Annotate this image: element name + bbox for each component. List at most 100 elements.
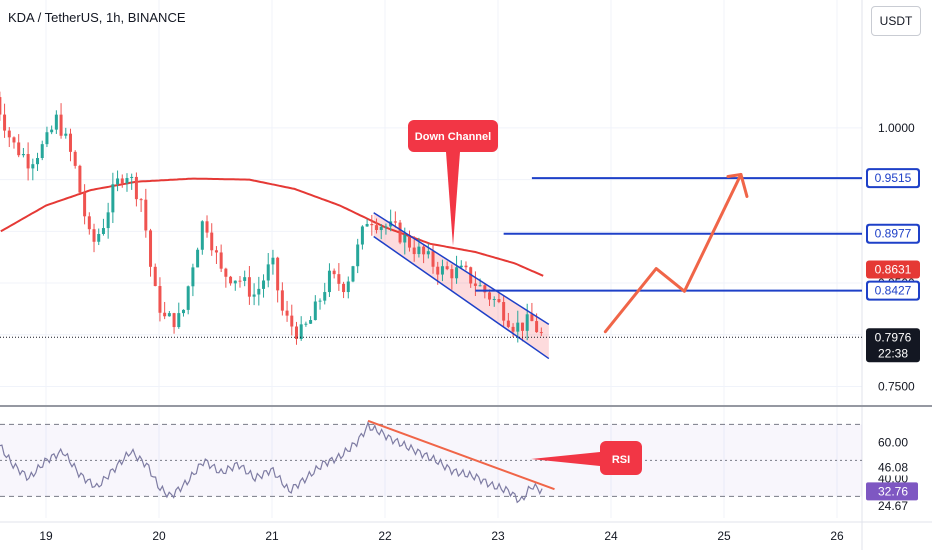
- candle-body: [535, 321, 539, 333]
- candle-body: [191, 267, 195, 287]
- candle-body: [26, 154, 30, 169]
- time-axis-tick: 21: [265, 529, 279, 543]
- candle-body: [36, 158, 40, 165]
- candle-body: [520, 322, 524, 331]
- candle-body: [356, 244, 360, 267]
- price-axis-tick: 1.0000: [878, 121, 915, 135]
- candle-body: [111, 184, 115, 213]
- candle-body: [40, 144, 44, 159]
- candle-body: [229, 276, 233, 284]
- candle-body: [130, 176, 134, 179]
- candle-body: [342, 283, 346, 293]
- candle-body: [7, 130, 11, 138]
- projection-path: [603, 172, 743, 334]
- candle-body: [83, 192, 87, 217]
- candle-body: [530, 314, 534, 322]
- candle-body: [186, 286, 190, 310]
- candle-body: [450, 269, 454, 279]
- candle-body: [50, 129, 54, 133]
- time-axis-tick: 25: [717, 529, 731, 543]
- candle-body: [257, 288, 261, 295]
- candle-body: [285, 310, 289, 316]
- candle-body: [45, 132, 49, 145]
- price-label-inner: [868, 225, 918, 242]
- chart-title: KDA / TetherUS, 1h, BINANCE: [8, 10, 186, 25]
- candle-countdown: 22:38: [878, 346, 908, 360]
- candle-body: [455, 267, 459, 279]
- candle-body: [412, 247, 416, 255]
- candle-body: [365, 223, 369, 227]
- candle-body: [351, 266, 355, 282]
- candle-body: [0, 97, 2, 115]
- time-axis-tick: 24: [604, 529, 618, 543]
- candle-body: [497, 299, 501, 303]
- candle-body: [233, 280, 237, 284]
- candle-body: [101, 228, 105, 234]
- candle-body: [318, 300, 322, 302]
- candle-body: [17, 142, 21, 156]
- price-label-text: 0.8977: [875, 227, 912, 241]
- candle-body: [398, 222, 402, 243]
- candle-body: [120, 178, 124, 184]
- down-channel-lower-line: [373, 235, 550, 360]
- candle-body: [59, 114, 63, 136]
- candle-body: [488, 292, 492, 300]
- candle-body: [511, 326, 515, 332]
- candle-body: [327, 270, 331, 293]
- moving-average-line: [0, 177, 544, 277]
- candle-body: [516, 322, 520, 332]
- rsi-axis-tick: 60.00: [878, 435, 908, 449]
- candle-body: [64, 133, 68, 136]
- candle-body: [304, 323, 308, 325]
- candle-body: [214, 250, 218, 253]
- candle-body: [280, 290, 284, 311]
- candle-body: [205, 221, 209, 233]
- rsi-label: RSI: [612, 454, 630, 466]
- candle-body: [31, 164, 35, 169]
- candle-body: [483, 285, 487, 293]
- candle-body: [153, 266, 157, 287]
- candle-body: [271, 257, 275, 265]
- candle-body: [299, 324, 303, 339]
- rsi-trendline: [367, 419, 555, 491]
- candle-body: [445, 266, 449, 270]
- candle-body: [172, 313, 176, 328]
- candle-body: [426, 251, 430, 255]
- candle-body: [87, 216, 91, 230]
- candle-body: [337, 274, 341, 284]
- candle-body: [332, 270, 336, 275]
- candle-body: [158, 286, 162, 313]
- rsi-current-label-bg: [866, 482, 918, 501]
- price-label-inner: [868, 170, 918, 187]
- candle-body: [238, 280, 242, 282]
- candle-body: [473, 283, 477, 286]
- candle-body: [73, 151, 77, 166]
- candle-body: [346, 281, 350, 293]
- candle-body: [492, 299, 496, 301]
- candle-body: [379, 226, 383, 231]
- current-price-text: 0.7976: [875, 330, 912, 344]
- down-channel-upper-line: [373, 212, 550, 326]
- candle-body: [313, 301, 317, 321]
- currency-button[interactable]: USDT: [871, 6, 921, 36]
- price-axis-tick: 0.7500: [878, 379, 915, 393]
- time-axis-tick: 23: [491, 529, 505, 543]
- candle-body: [12, 137, 16, 143]
- candle-body: [417, 246, 421, 255]
- candle-body: [266, 264, 270, 281]
- time-axis-tick: 22: [378, 529, 392, 543]
- candle-body: [219, 252, 223, 269]
- projection-arrow-head: [726, 172, 749, 198]
- candle-body: [370, 223, 374, 226]
- rsi-callout-box: [600, 441, 642, 475]
- down-channel-label: Down Channel: [415, 131, 491, 143]
- rsi-value-label-bg: [866, 459, 910, 476]
- candle-body: [144, 199, 148, 231]
- candle-body: [116, 178, 120, 185]
- candle-body: [290, 315, 294, 327]
- candle-body: [384, 226, 388, 228]
- candle-body: [323, 292, 327, 301]
- candle-body: [464, 265, 468, 268]
- candle-body: [78, 165, 82, 193]
